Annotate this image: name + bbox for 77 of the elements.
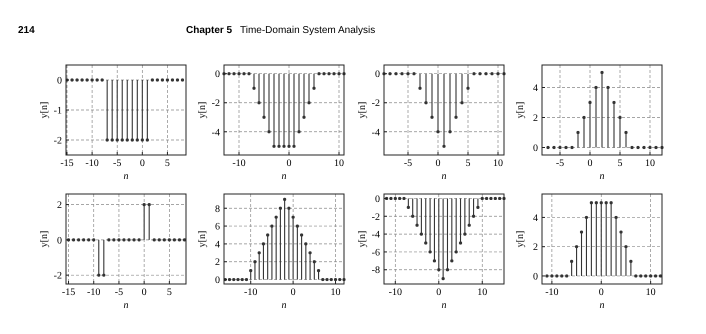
x-axis-title: n: [124, 300, 128, 311]
y-tick-label: 0: [375, 194, 380, 205]
y-tick-label: 2: [533, 113, 538, 124]
x-tick-label: 0: [290, 287, 296, 298]
x-tick-label: -5: [114, 287, 124, 298]
y-tick-label: 0: [375, 69, 380, 80]
x-tick-label: 10: [330, 287, 341, 298]
x-tick-label: 0: [598, 287, 604, 298]
x-tick-label: 10: [493, 158, 503, 169]
x-tick-label: 0: [140, 158, 145, 169]
y-tick-label: -2: [54, 270, 62, 282]
x-tick-label: 10: [646, 287, 656, 298]
y-tick-label: 4: [533, 212, 538, 224]
y-tick-label: 4: [215, 239, 220, 250]
y-tick-label: 0: [215, 275, 220, 286]
x-axis-title: n: [282, 300, 286, 311]
x-axis-title: n: [282, 171, 286, 182]
y-tick-label: -2: [372, 212, 380, 223]
x-tick-label: 10: [645, 158, 655, 169]
y-axis-title: y[n]: [39, 230, 50, 248]
y-tick-label: 0: [215, 69, 220, 80]
y-tick-label: -4: [212, 127, 220, 138]
y-tick-label: 4: [533, 83, 538, 94]
x-tick-label: 10: [477, 287, 488, 298]
x-tick-label: -5: [404, 158, 412, 169]
y-tick-label: 0: [57, 76, 62, 86]
x-tick-label: -10: [85, 158, 99, 169]
x-tick-label: 5: [164, 158, 170, 169]
y-tick-label: -2: [372, 98, 380, 110]
y-axis-title: y[n]: [515, 230, 526, 248]
x-axis-title: n: [600, 171, 604, 182]
x-tick-label: -5: [556, 158, 564, 169]
y-tick-label: 2: [215, 257, 220, 268]
y-tick-label: -4: [372, 230, 380, 241]
x-tick-label: 0: [436, 158, 440, 169]
y-tick-label: -2: [212, 98, 220, 110]
y-tick-label: -8: [372, 265, 380, 276]
x-tick-label: -10: [232, 158, 246, 169]
x-tick-label: 0: [436, 287, 442, 298]
x-tick-label: 5: [166, 287, 172, 298]
x-tick-label: -5: [113, 158, 122, 169]
y-axis-title: y[n]: [197, 102, 208, 118]
y-tick-label: 0: [57, 235, 62, 246]
x-tick-label: -10: [388, 287, 402, 298]
x-axis-title: n: [442, 300, 446, 311]
y-tick-label: -4: [372, 127, 380, 138]
y-tick-label: 0: [533, 271, 538, 282]
x-axis-title: n: [124, 171, 128, 182]
y-axis-title: y[n]: [357, 102, 368, 118]
x-tick-label: 0: [588, 158, 592, 169]
x-axis-title: n: [600, 300, 604, 311]
text: Chapter 5: [186, 25, 233, 36]
x-tick-label: 5: [618, 158, 622, 169]
y-axis-title: y[n]: [39, 102, 50, 118]
y-tick-label: -1: [54, 106, 62, 116]
x-tick-label: -15: [62, 287, 76, 298]
y-tick-label: 2: [533, 242, 538, 254]
y-tick-label: 6: [215, 222, 220, 233]
x-tick-label: -10: [545, 287, 559, 298]
x-tick-label: -15: [60, 158, 74, 169]
text: 214: [18, 25, 36, 36]
y-axis-title: y[n]: [197, 230, 208, 248]
y-tick-label: 8: [215, 204, 220, 215]
y-tick-label: 0: [533, 143, 538, 154]
x-tick-label: 0: [286, 158, 292, 169]
y-axis-title: y[n]: [515, 102, 526, 118]
x-tick-label: -10: [244, 287, 258, 298]
x-tick-label: -10: [87, 287, 100, 298]
x-tick-label: 5: [466, 158, 470, 169]
y-tick-label: -2: [54, 136, 62, 146]
x-tick-label: 10: [334, 158, 344, 169]
text: Time-Domain System Analysis: [240, 25, 376, 36]
x-axis-title: n: [442, 171, 446, 182]
y-axis-title: y[n]: [357, 230, 368, 248]
y-tick-label: 2: [57, 200, 62, 212]
y-tick-label: -6: [372, 247, 380, 258]
x-tick-label: 0: [142, 287, 147, 298]
